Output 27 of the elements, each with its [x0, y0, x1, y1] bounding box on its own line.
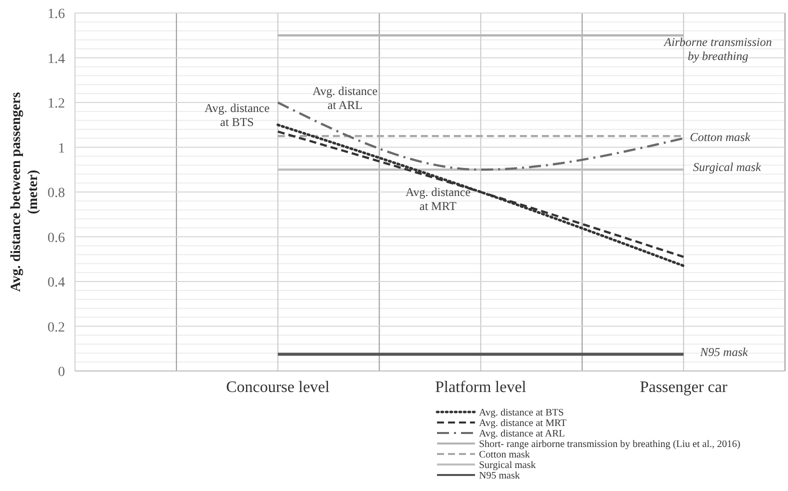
y-tick-label: 1.4	[48, 52, 65, 67]
legend-label: Avg. distance at ARL	[479, 428, 565, 440]
annotation: Cotton mask	[690, 130, 751, 144]
annotation: Avg. distance at ARL	[312, 84, 378, 112]
legend-label: Avg. distance at BTS	[479, 408, 564, 418]
annotation: Avg. distance at BTS	[204, 101, 270, 129]
annotation: Surgical mask	[693, 160, 762, 174]
annotation: Avg. distance at MRT	[405, 185, 471, 213]
y-tick-label: 0.8	[48, 186, 65, 201]
legend-label: Short- range airborne transmission by breathing (Liu et al., 2016)	[479, 439, 740, 450]
x-tick-label: Concourse level	[226, 379, 330, 396]
y-tick-label: 0.2	[48, 320, 65, 336]
y-tick-label: 0	[58, 365, 65, 380]
x-tick-label: Passenger car	[640, 379, 728, 396]
annotation: Airborne transmission by breathing	[663, 35, 772, 63]
y-tick-label: 1.6	[48, 7, 65, 22]
legend-label: N95 mask	[479, 470, 520, 482]
legend-label: Avg. distance at MRT	[479, 418, 567, 429]
legend-label: Surgical mask	[479, 460, 536, 471]
y-tick-label: 0.6	[48, 230, 65, 246]
y-tick-label: 1	[58, 141, 65, 156]
annotation: N95 mask	[699, 345, 749, 359]
x-tick-label: Platform level	[435, 379, 527, 396]
y-axis-title: Avg. distance between passengers (meter)	[9, 92, 41, 292]
y-tick-label: 1.2	[48, 96, 65, 112]
legend-label: Cotton mask	[479, 450, 530, 460]
y-tick-label: 0.4	[48, 276, 65, 290]
